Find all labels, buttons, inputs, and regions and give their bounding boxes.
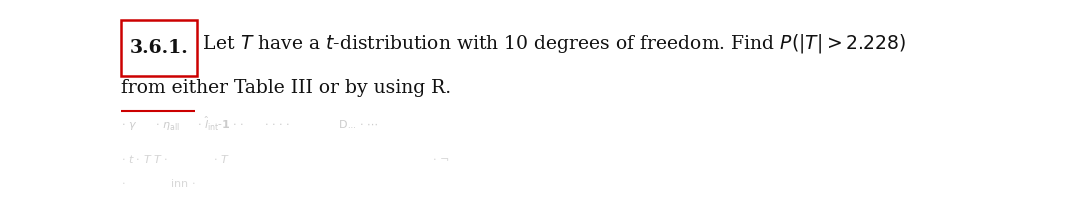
Text: $\cdot$ $\gamma$      $\cdot$ $\eta_{\text{all}}$     $\cdot$ $\hat{l}_{\text{in: $\cdot$ $\gamma$ $\cdot$ $\eta_{\text{al… xyxy=(121,114,378,133)
Text: $\cdot$             $\mathrm{inn}$ $\cdot$: $\cdot$ $\mathrm{inn}$ $\cdot$ xyxy=(121,177,195,189)
Text: 3.6.1.: 3.6.1. xyxy=(130,39,188,57)
Text: $\cdot$ $t$ $\cdot$ $T$ $T$ $\cdot$             $\cdot$ $T$                     : $\cdot$ $t$ $\cdot$ $T$ $T$ $\cdot$ $\cd… xyxy=(121,153,449,165)
Text: Let $T$ have a $t$-distribution with 10 degrees of freedom. Find $P(|T| > 2.228): Let $T$ have a $t$-distribution with 10 … xyxy=(197,32,905,55)
Text: from either Table III or by using R.: from either Table III or by using R. xyxy=(121,79,451,97)
